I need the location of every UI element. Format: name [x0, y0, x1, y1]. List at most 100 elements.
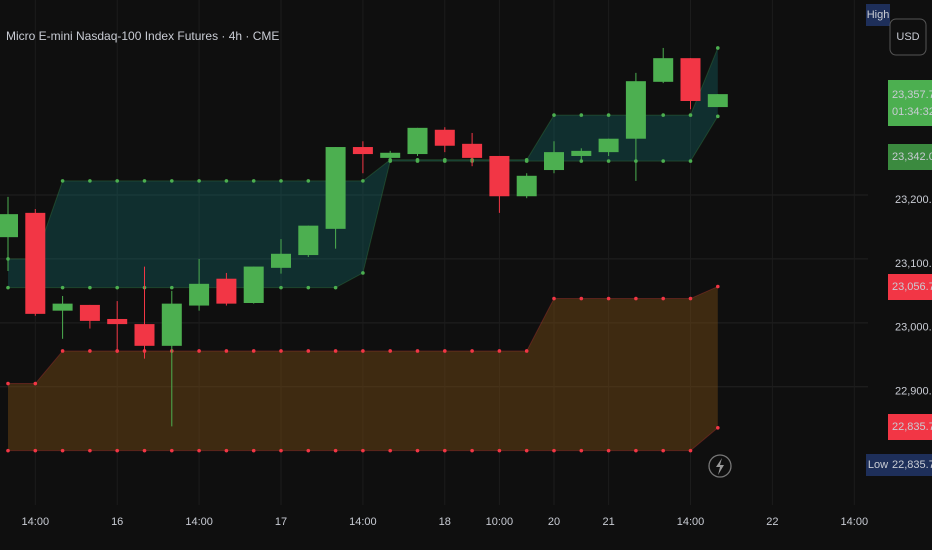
y-tick-label: 22,900.00	[895, 386, 932, 398]
band-dot	[115, 448, 119, 453]
chart-title: Micro E-mini Nasdaq-100 Index Futures · …	[6, 29, 279, 43]
band-dot	[361, 448, 365, 453]
band-dot	[606, 159, 611, 163]
band-dot	[552, 448, 556, 453]
candle-body	[325, 147, 346, 229]
candle-body	[571, 150, 592, 156]
band-dot	[279, 349, 283, 353]
band-dot	[388, 448, 393, 453]
low-label: Low	[868, 459, 888, 471]
band-dot	[333, 285, 338, 290]
price-badge	[888, 414, 932, 440]
x-tick-label: 14:00	[349, 516, 377, 528]
band-dot	[88, 448, 92, 453]
band-dot	[224, 179, 229, 183]
band-dot	[524, 159, 529, 163]
band-dot	[361, 179, 365, 183]
currency[interactable]: USD	[896, 31, 919, 43]
lightning-icon	[708, 454, 732, 478]
candle-body	[680, 58, 701, 101]
price-label: 22,835.75	[892, 459, 932, 471]
band-dot	[6, 448, 10, 453]
price-badge	[888, 274, 932, 300]
band-dot	[552, 113, 556, 117]
band-dot	[661, 159, 665, 163]
x-tick-label: 14:00	[677, 516, 705, 528]
band-dot	[470, 448, 474, 453]
x-tick-label: 14:00	[841, 516, 869, 528]
band-dot	[142, 448, 147, 453]
band-dot	[224, 448, 229, 453]
band-dot	[688, 448, 693, 453]
band-dot	[6, 285, 10, 290]
band-dot	[251, 179, 256, 183]
band-dot	[88, 179, 92, 183]
candle-body	[0, 214, 18, 238]
candle-body	[434, 129, 455, 146]
band-dot	[688, 159, 693, 163]
low-badge	[866, 454, 890, 476]
x-tick-label: 10:00	[486, 516, 514, 528]
band-dot	[33, 448, 38, 453]
band-dot	[634, 296, 638, 301]
band-dot	[251, 349, 256, 353]
band-dot	[88, 285, 92, 290]
band-dot	[170, 179, 174, 183]
candle-body	[52, 303, 73, 311]
high-badge	[866, 4, 890, 26]
band-dot	[524, 349, 529, 353]
band-fill	[8, 47, 718, 288]
band-dot	[60, 349, 65, 353]
band-dot	[661, 448, 665, 453]
band-dot	[661, 296, 665, 301]
candle-body	[653, 58, 674, 82]
band-dot	[306, 179, 311, 183]
band-dot	[60, 179, 65, 183]
band-dot	[579, 113, 584, 117]
band-dot	[197, 179, 201, 183]
band-dot	[279, 285, 283, 290]
candle-body	[298, 225, 319, 256]
band-dot	[333, 349, 338, 353]
band-dot	[88, 349, 92, 353]
band-dot	[606, 448, 611, 453]
candle-body	[489, 155, 510, 197]
countdown: 01:34:32	[892, 106, 932, 118]
candle-body	[161, 303, 182, 346]
band-dot	[661, 113, 665, 117]
candle-body	[189, 283, 210, 306]
price-label: 23,342.00	[892, 151, 932, 163]
price-label: 23,357.75	[892, 89, 932, 101]
candle-body	[107, 318, 128, 325]
x-tick-label: 18	[439, 516, 451, 528]
band-dot	[716, 284, 720, 289]
price-badge	[888, 80, 932, 126]
x-tick-label: 20	[548, 516, 560, 528]
band-dot	[197, 448, 201, 453]
price-badge	[888, 144, 932, 170]
price-badge	[890, 454, 932, 476]
y-tick-label: 23,200.00	[895, 194, 932, 206]
band-dot	[306, 448, 311, 453]
band-dot	[579, 296, 584, 301]
band-dot	[470, 349, 474, 353]
x-tick-label: 21	[602, 516, 614, 528]
band-dot	[60, 285, 65, 290]
band-dot	[388, 349, 393, 353]
plot	[0, 0, 868, 505]
band-dot	[60, 448, 65, 453]
candle-body	[25, 212, 46, 314]
currency-button[interactable]	[889, 18, 927, 56]
x-tick-label: 14:00	[185, 516, 213, 528]
band-dot	[716, 426, 720, 430]
band-dot	[524, 448, 529, 453]
band-dot	[6, 381, 10, 386]
band-dot	[170, 285, 174, 290]
x-tick-label: 16	[111, 516, 123, 528]
band-dot	[688, 113, 693, 117]
band-dot	[361, 349, 365, 353]
candle-body	[352, 147, 373, 155]
band-dot	[688, 296, 693, 301]
